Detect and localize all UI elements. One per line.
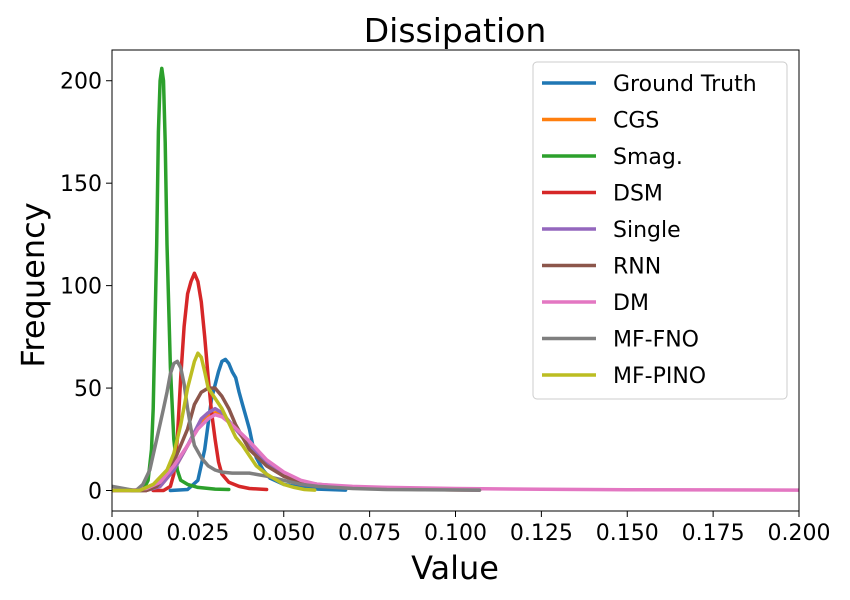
- legend: Ground Truth CGS Smag. DSM Single RNN DM MF-FNO…: [532, 61, 788, 400]
- legend-label: Single: [613, 218, 681, 243]
- legend-label: DSM: [613, 182, 663, 207]
- legend-label: MF-FNO: [613, 328, 699, 353]
- legend-label: Ground Truth: [613, 72, 757, 97]
- x-tick-label: 0.025: [166, 521, 229, 546]
- x-tick-label: 0.200: [768, 521, 831, 546]
- x-axis: 0.000 0.025 0.050 0.075 0.100 0.125 0.150 0.175…: [81, 511, 831, 546]
- legend-label: DM: [613, 291, 649, 316]
- legend-label: Smag.: [613, 145, 683, 170]
- x-tick-label: 0.175: [682, 521, 745, 546]
- y-tick-label: 150: [60, 172, 102, 197]
- series-line-mf-fno: [112, 359, 482, 493]
- y-tick-label: 0: [88, 480, 102, 505]
- x-tick-label: 0.075: [338, 521, 401, 546]
- legend-label: CGS: [613, 109, 659, 134]
- y-axis-title: Frequency: [14, 202, 52, 367]
- chart-title: Dissipation: [364, 11, 547, 50]
- y-tick-label: 50: [74, 377, 102, 402]
- series-line-mf-pino: [112, 351, 317, 493]
- y-axis: 0 50 100 150 200: [60, 70, 112, 505]
- legend-box: [532, 61, 788, 400]
- series-line-dm: [112, 412, 799, 493]
- y-tick-label: 100: [60, 275, 102, 300]
- legend-label: MF-PINO: [613, 364, 706, 389]
- x-tick-label: 0.000: [81, 521, 144, 546]
- series-layer: [112, 66, 799, 493]
- x-tick-label: 0.150: [596, 521, 659, 546]
- x-tick-label: 0.050: [252, 521, 315, 546]
- legend-label: RNN: [613, 255, 661, 280]
- x-tick-label: 0.100: [424, 521, 487, 546]
- y-tick-label: 200: [60, 70, 102, 95]
- x-axis-title: Value: [411, 549, 499, 587]
- x-tick-label: 0.125: [510, 521, 573, 546]
- series-line-smag: [127, 66, 231, 493]
